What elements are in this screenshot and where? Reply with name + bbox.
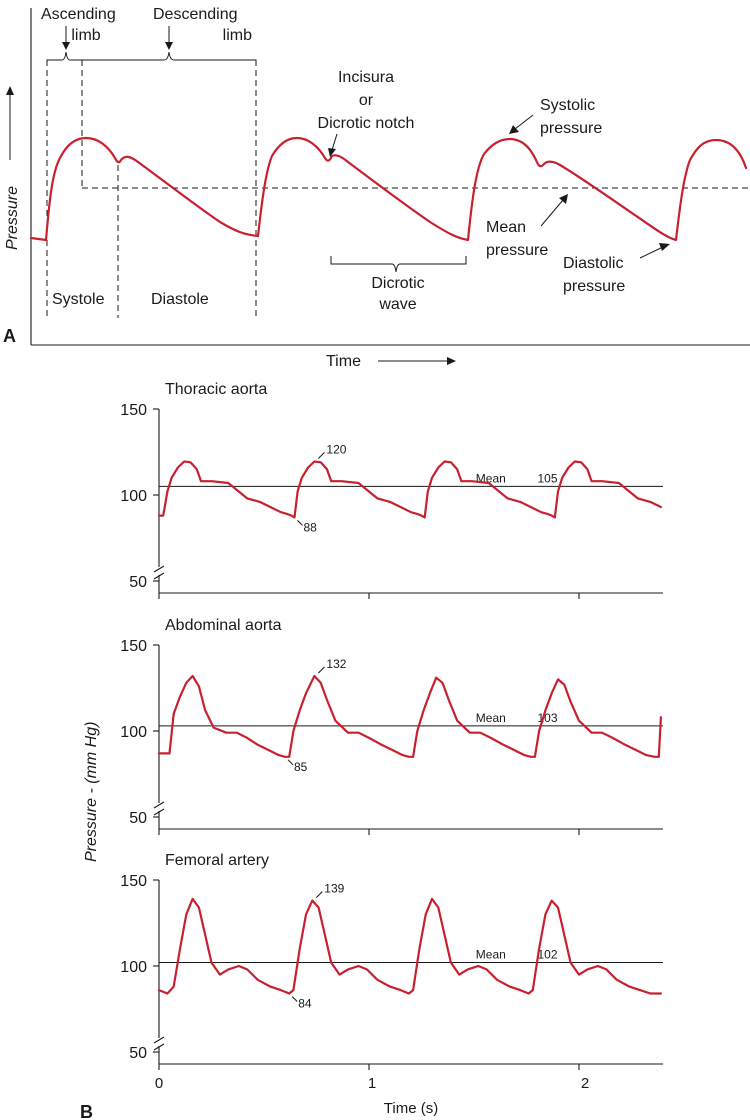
thoracic-aorta-y-tick-label-150: 150: [120, 402, 147, 419]
svg-text:wave: wave: [378, 296, 416, 313]
abdominal-aorta-mean-word: Mean: [476, 711, 506, 725]
thoracic-aorta-axis-break-2: [153, 572, 165, 580]
abdominal-aorta-systolic-tick: [318, 666, 325, 674]
svg-text:Descending: Descending: [153, 6, 238, 23]
x-tick-label-0: 0: [155, 1075, 163, 1092]
diastolic-pressure-label: Diastolic pressure: [563, 255, 625, 295]
panel-b-x-label: Time (s): [384, 1100, 438, 1117]
panel-b-letter: B: [80, 1102, 93, 1120]
svg-text:limb: limb: [223, 27, 252, 44]
abdominal-aorta-waveform: [157, 674, 662, 758]
systolic-arrow-head: [509, 125, 519, 134]
panel-b-y-label: Pressure - (mm Hg): [83, 722, 100, 862]
thoracic-aorta-axis-break-1: [153, 565, 165, 573]
thoracic-aorta-mean-value: 105: [537, 471, 557, 485]
systole-label: Systole: [52, 291, 105, 308]
abdominal-aorta-y-tick-label-50: 50: [129, 810, 147, 827]
femoral-artery-systolic-label: 139: [324, 882, 344, 896]
thoracic-aorta-diastolic-tick: [297, 520, 303, 526]
femoral-artery-diastolic-tick: [291, 996, 298, 1002]
panel-a-x-arrow-head: [447, 357, 456, 365]
ascending-arrow-head: [62, 42, 70, 50]
dicrotic-wave-brace: [330, 256, 467, 273]
mean-arrow: [540, 199, 564, 227]
panel-b: B Pressure - (mm Hg) Time (s) 0 1 2 Thor…: [80, 381, 663, 1120]
femoral-artery-axis-break-1: [153, 1036, 165, 1044]
abdominal-aorta-axis-break-2: [153, 808, 165, 816]
svg-text:Dicrotic notch: Dicrotic notch: [318, 115, 415, 132]
diastolic-arrow: [639, 246, 664, 259]
thoracic-aorta-diastolic-label: 88: [303, 520, 317, 534]
descending-limb-brace: [81, 51, 257, 66]
panel-a: Pressure A Time Ascending limb Descendin…: [3, 6, 750, 370]
descending-limb-label: Descending limb: [153, 6, 252, 44]
diastolic-arrow-head: [659, 243, 670, 251]
femoral-artery-subplot: Femoral artery 50 100 150 Mean 102 139 84: [120, 852, 663, 1070]
x-tick-label-1: 1: [368, 1075, 376, 1092]
abdominal-aorta-diastolic-tick: [287, 759, 294, 766]
svg-text:Incisura: Incisura: [338, 69, 394, 86]
femoral-artery-y-tick-label-150: 150: [120, 873, 147, 890]
systolic-arrow: [514, 114, 534, 130]
descending-arrow-head: [165, 42, 173, 50]
mean-arrow-head: [559, 194, 568, 204]
femoral-artery-axis-break-2: [153, 1043, 165, 1051]
abdominal-aorta-systolic-label: 132: [326, 657, 346, 671]
diastole-label: Diastole: [151, 291, 209, 308]
systolic-pressure-label: Systolic pressure: [540, 97, 602, 137]
femoral-artery-waveform: [157, 897, 662, 995]
svg-text:Systolic: Systolic: [540, 97, 595, 114]
incisura-arrow: [331, 133, 338, 151]
incisura-arrow-head: [328, 148, 336, 157]
thoracic-aorta-waveform: [157, 460, 662, 519]
thoracic-aorta-y-tick-label-100: 100: [120, 488, 147, 505]
femoral-artery-y-tick-label-50: 50: [129, 1045, 147, 1062]
thoracic-aorta-y-tick-label-50: 50: [129, 574, 147, 591]
femoral-artery-diastolic-label: 84: [298, 997, 312, 1011]
svg-text:Ascending: Ascending: [41, 6, 116, 23]
svg-text:Diastolic: Diastolic: [563, 255, 623, 272]
abdominal-aorta-title: Abdominal aorta: [165, 617, 282, 634]
svg-text:pressure: pressure: [563, 278, 625, 295]
abdominal-aorta-diastolic-label: 85: [294, 760, 308, 774]
abdominal-aorta-axis-break-1: [153, 801, 165, 809]
thoracic-aorta-systolic-label: 120: [326, 442, 346, 456]
dicrotic-wave-label: Dicrotic wave: [371, 275, 424, 313]
panel-a-y-arrow-head: [6, 86, 14, 95]
abdominal-aorta-y-tick-label-150: 150: [120, 638, 147, 655]
x-tick-label-2: 2: [581, 1075, 589, 1092]
svg-text:or: or: [359, 92, 374, 109]
arterial-pressure-waveform: [29, 136, 748, 242]
svg-text:Dicrotic: Dicrotic: [371, 275, 424, 292]
thoracic-aorta-systolic-tick: [318, 452, 325, 459]
thoracic-aorta-title: Thoracic aorta: [165, 381, 267, 398]
abdominal-aorta-y-tick-label-100: 100: [120, 724, 147, 741]
incisura-label: Incisura or Dicrotic notch: [318, 69, 415, 132]
femoral-artery-mean-value: 102: [537, 948, 557, 962]
panel-a-y-label: Pressure: [4, 186, 21, 250]
svg-text:Mean: Mean: [486, 219, 526, 236]
svg-text:pressure: pressure: [486, 242, 548, 259]
ascending-limb-brace: [46, 51, 83, 66]
svg-text:pressure: pressure: [540, 120, 602, 137]
femoral-artery-y-tick-label-100: 100: [120, 959, 147, 976]
panel-a-letter: A: [3, 326, 16, 346]
femoral-artery-systolic-tick: [315, 891, 323, 898]
ascending-limb-label: Ascending limb: [41, 6, 116, 44]
svg-text:limb: limb: [71, 27, 100, 44]
femoral-artery-mean-word: Mean: [476, 948, 506, 962]
panel-a-x-label: Time: [326, 353, 361, 370]
femoral-artery-title: Femoral artery: [165, 852, 269, 869]
mean-pressure-label: Mean pressure: [486, 219, 548, 259]
